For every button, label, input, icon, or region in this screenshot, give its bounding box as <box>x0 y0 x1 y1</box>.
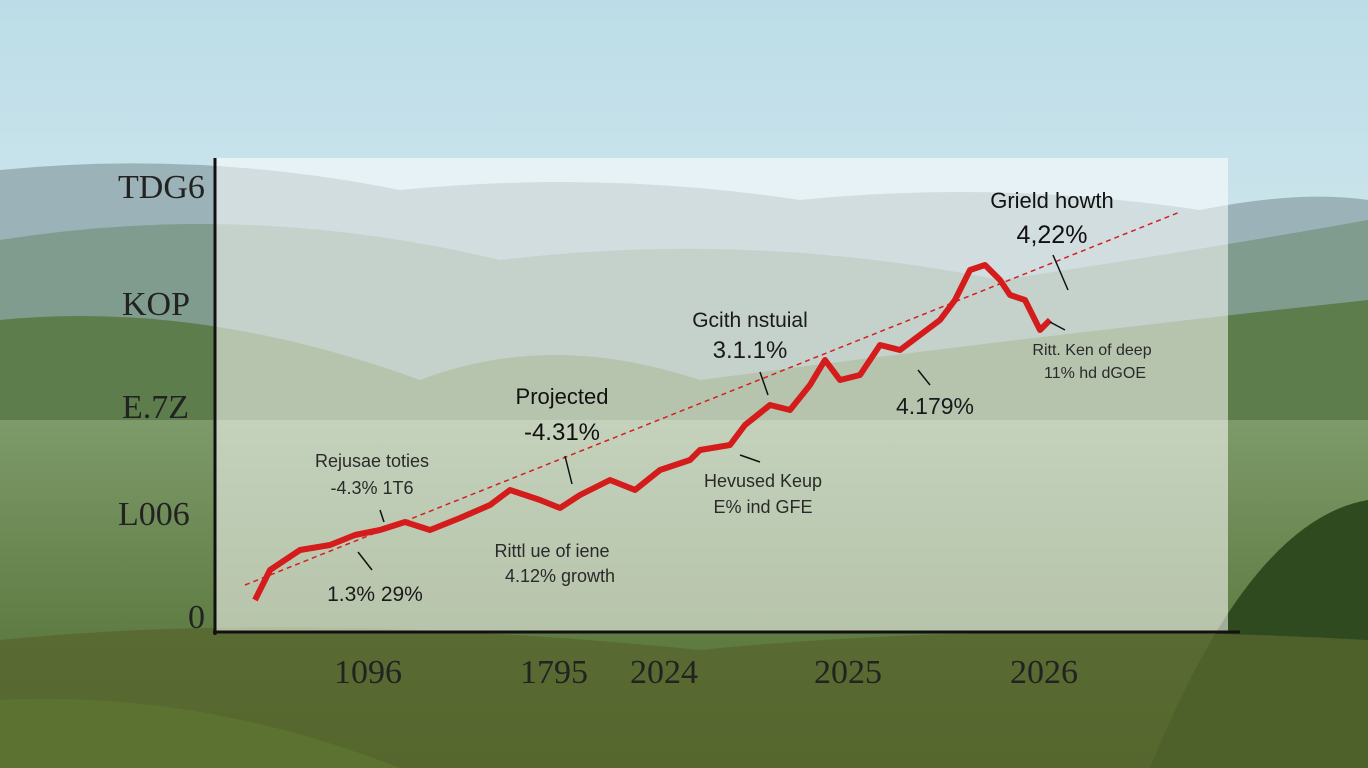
x-axis-labels: 1096 1795 2024 2025 2026 <box>334 654 1078 691</box>
y-label: TDG6 <box>118 169 205 206</box>
annotation: Hevused Keup <box>704 471 822 491</box>
annotation: Projected <box>516 384 609 409</box>
y-label: 0 <box>188 599 205 636</box>
data-line <box>252 262 1053 602</box>
annotation: -4.31% <box>524 419 600 446</box>
annotation: Rittl ue of iene <box>494 541 609 561</box>
annotation: 1.3% 29% <box>327 583 423 606</box>
x-label: 2024 <box>630 654 698 691</box>
annotation: Ritt. Ken of deep <box>1032 342 1151 359</box>
annotation: 4.179% <box>896 393 974 419</box>
y-label: E.7Z <box>122 389 189 426</box>
trend-line <box>244 211 1181 586</box>
annotation: Grield howth <box>990 188 1114 213</box>
annotation: Gcith nstuial <box>692 309 808 332</box>
annotation: Rejusae toties <box>315 451 429 471</box>
annotation: 11% hd dGOE <box>1044 365 1146 382</box>
annotation: 4,22% <box>1017 221 1088 249</box>
annotation: -4.3% 1T6 <box>330 478 413 498</box>
y-label: KOP <box>122 286 190 323</box>
x-label: 1795 <box>520 654 588 691</box>
x-label: 2026 <box>1010 654 1078 691</box>
axes <box>213 158 1240 635</box>
annotation: E% ind GFE <box>713 497 812 517</box>
annotations: Rejusae toties -4.3% 1T6 1.3% 29% Projec… <box>315 188 1152 606</box>
annotation: 3.1.1% <box>713 337 788 364</box>
y-axis-labels: TDG6 KOP E.7Z L006 0 <box>118 169 205 636</box>
chart-panel <box>215 158 1228 632</box>
arrows <box>357 254 1069 571</box>
annotation: 4.12% growth <box>505 566 615 586</box>
x-label: 2025 <box>814 654 882 691</box>
y-label: L006 <box>118 496 190 533</box>
x-label: 1096 <box>334 654 402 691</box>
